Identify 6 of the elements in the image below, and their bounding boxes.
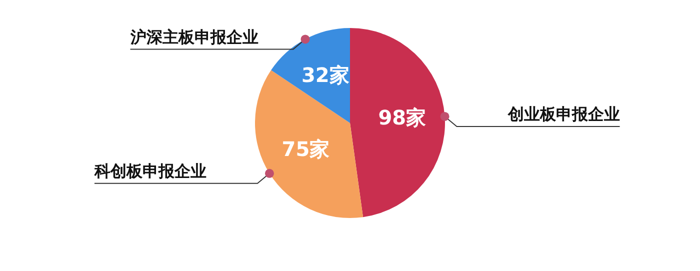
data-label: 32家 — [301, 63, 350, 88]
data-label: 75家 — [282, 136, 330, 161]
slice-label: 科创板申报企业 — [93, 162, 206, 181]
slice-label: 沪深主板申报企业 — [129, 27, 258, 46]
data-label: 98家 — [378, 106, 426, 130]
slice-label: 创业板申报企业 — [506, 104, 620, 124]
